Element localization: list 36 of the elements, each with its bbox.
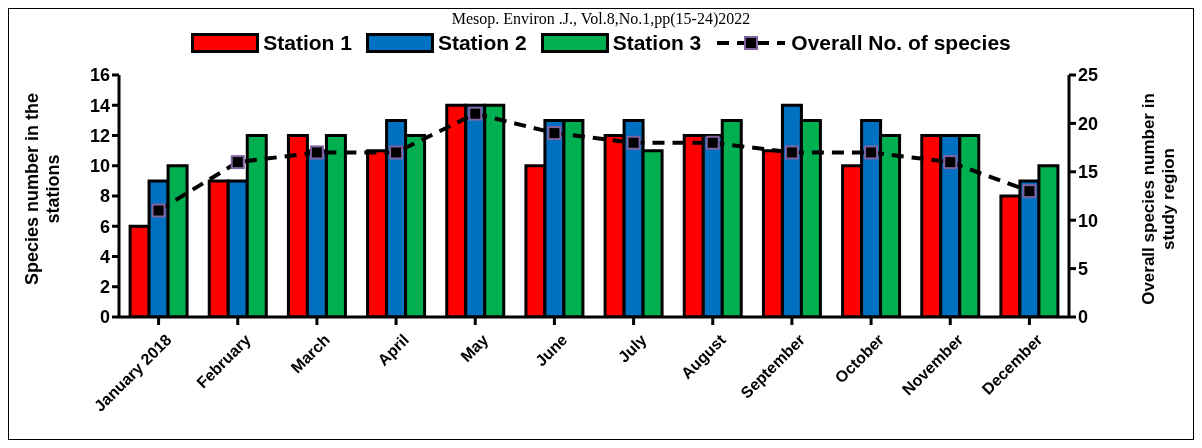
point — [943, 155, 958, 170]
point — [784, 145, 799, 160]
x-tick-label: July — [614, 330, 650, 366]
point — [1022, 184, 1037, 199]
y2-tick-label: 25 — [1078, 65, 1099, 86]
y2-tick-label: 10 — [1078, 210, 1099, 231]
y-tick-label: 2 — [99, 277, 110, 298]
y-tick-label: 10 — [89, 156, 110, 177]
y2-tick-label: 15 — [1078, 162, 1099, 183]
y2-tick-label: 5 — [1078, 258, 1089, 279]
y-tick-label: 16 — [89, 65, 110, 86]
point — [864, 145, 879, 160]
y-axis-title: Species number in the stations — [22, 91, 64, 288]
y2-tick-label: 20 — [1078, 113, 1099, 134]
legend-label: Station 3 — [612, 31, 702, 55]
legend-label: Overall No. of species — [791, 31, 1011, 55]
point — [626, 135, 641, 150]
point — [230, 155, 245, 170]
x-tick-label: May — [457, 330, 492, 366]
y-tick-label: 12 — [89, 125, 110, 146]
point — [389, 145, 404, 160]
point — [151, 203, 166, 218]
y-tick-label: 14 — [89, 95, 110, 116]
point — [468, 106, 483, 121]
point — [547, 126, 562, 141]
y2-axis-title: Overall species number in study region — [1139, 92, 1179, 307]
text: Mesop. Environ .J., Vol.8,No.1,pp(15-24)2022 — [450, 10, 752, 28]
y-tick-label: 6 — [99, 216, 110, 237]
point — [705, 135, 720, 150]
y-tick-label: 4 — [99, 246, 110, 267]
y-tick-label: 8 — [99, 186, 110, 207]
y-tick-label: 0 — [99, 307, 110, 328]
point — [309, 145, 324, 160]
y2-tick-label: 0 — [1078, 307, 1089, 328]
legend-label: Station 1 — [263, 31, 352, 55]
legend-label: Station 2 — [437, 31, 527, 55]
